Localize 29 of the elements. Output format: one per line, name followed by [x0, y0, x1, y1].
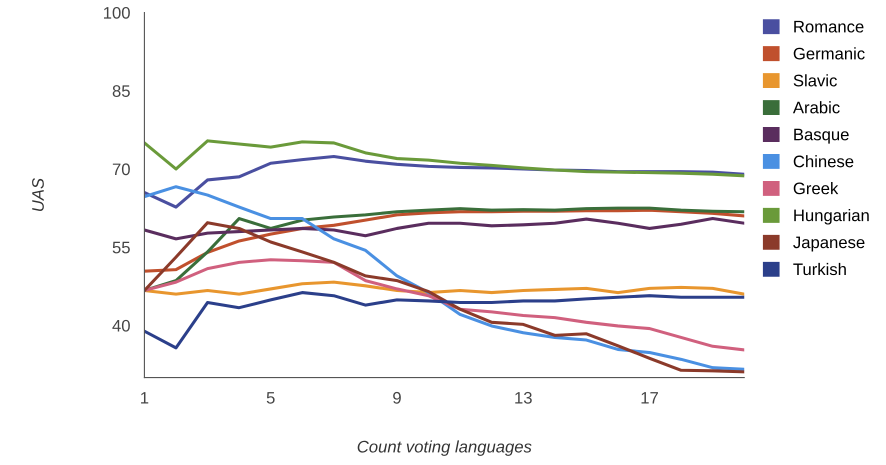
line-series: [144, 139, 744, 178]
x-axis-title: Count voting languages: [358, 440, 532, 456]
y-tick-label: 55: [112, 242, 130, 254]
x-tick-label: 9: [393, 392, 401, 404]
x-tick-label: 17: [642, 392, 658, 404]
line-series: [144, 185, 744, 371]
legend-label: Arabic: [792, 101, 840, 114]
y-tick-label: 100: [104, 6, 130, 19]
legend-label: Turkish: [793, 262, 846, 276]
x-tick-label: 13: [515, 392, 532, 404]
legend-label: Hungarian: [794, 209, 869, 225]
line-series: [144, 291, 744, 350]
line-series: [144, 221, 744, 374]
line-series: [144, 258, 744, 352]
x-tick-label: 1: [141, 392, 148, 404]
legend-label: Slavic: [794, 74, 837, 86]
legend-label: Basque: [794, 128, 849, 144]
legend-label: Chinese: [794, 155, 854, 168]
line-series: [144, 280, 744, 296]
legend-label: Greek: [794, 182, 838, 194]
y-tick-label: 85: [112, 85, 130, 97]
legend-label: Romance: [794, 20, 864, 33]
legend-label: Japanese: [793, 236, 864, 252]
x-tick-label: 5: [266, 392, 275, 404]
line-series: [144, 217, 744, 240]
y-tick-label: 40: [112, 320, 130, 332]
y-tick-label: 70: [112, 163, 130, 176]
legend-label: Germanic: [794, 47, 865, 60]
y-axis-title: UAS: [32, 178, 44, 211]
